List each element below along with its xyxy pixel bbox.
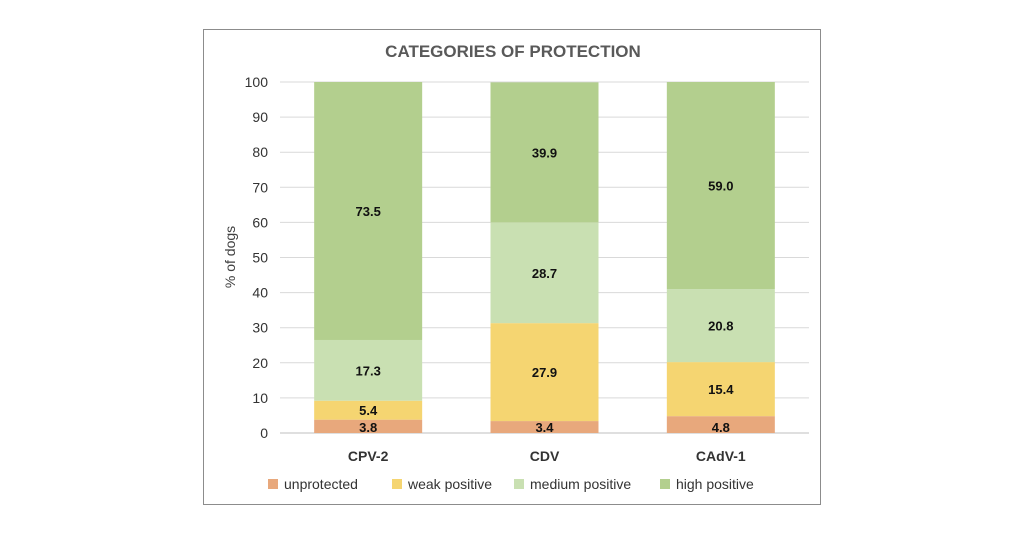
stacked-bar-chart: CATEGORIES OF PROTECTION % of dogs 0 10 20… xyxy=(222,42,809,492)
data-label: 27.9 xyxy=(532,365,557,380)
chart-title: CATEGORIES OF PROTECTION xyxy=(385,42,641,61)
legend-label: high positive xyxy=(676,476,754,492)
y-tick-label: 40 xyxy=(252,285,268,301)
category-label: CPV-2 xyxy=(348,448,389,464)
bars xyxy=(314,82,775,433)
bar-segment xyxy=(666,82,775,290)
data-label: 28.7 xyxy=(532,266,557,281)
y-tick-label: 10 xyxy=(252,390,268,406)
data-label: 73.5 xyxy=(356,204,381,219)
legend: unprotected weak positive medium positive h… xyxy=(268,476,754,492)
y-axis-label: % of dogs xyxy=(222,226,238,288)
data-label: 59.0 xyxy=(708,179,733,194)
y-tick-label: 100 xyxy=(245,74,269,90)
y-tick-labels: 0 10 20 30 40 50 60 70 80 90 100 xyxy=(245,74,269,441)
bar-segment xyxy=(666,416,775,433)
category-label: CDV xyxy=(530,448,560,464)
bar-segment xyxy=(314,339,423,401)
category-label: CAdV-1 xyxy=(696,448,746,464)
y-tick-label: 90 xyxy=(252,109,268,125)
legend-swatch xyxy=(268,479,278,489)
legend-label: medium positive xyxy=(530,476,631,492)
data-label: 15.4 xyxy=(708,382,734,397)
data-label: 3.4 xyxy=(535,420,554,435)
y-tick-label: 0 xyxy=(260,425,268,441)
data-labels: 3.8 5.4 17.3 73.5 3.4 27.9 28.7 39.9 4.8 15.4 20.8… xyxy=(356,145,735,435)
data-label: 20.8 xyxy=(708,319,733,334)
category-labels: CPV-2 CDV CAdV-1 xyxy=(348,448,746,464)
bar-segment xyxy=(490,323,599,422)
legend-swatch xyxy=(392,479,402,489)
bar-segment xyxy=(314,82,423,340)
data-label: 5.4 xyxy=(359,403,378,418)
legend-label: weak positive xyxy=(407,476,492,492)
chart-frame: CATEGORIES OF PROTECTION % of dogs 0 10 20… xyxy=(203,29,821,505)
bar-segment xyxy=(490,222,599,324)
y-tick-label: 30 xyxy=(252,320,268,336)
data-label: 17.3 xyxy=(356,363,381,378)
y-tick-label: 60 xyxy=(252,214,268,230)
legend-swatch xyxy=(514,479,524,489)
bar-segment xyxy=(314,419,423,433)
data-label: 39.9 xyxy=(532,145,557,160)
y-tick-label: 50 xyxy=(252,250,268,266)
y-tick-label: 70 xyxy=(252,179,268,195)
legend-label: unprotected xyxy=(284,476,358,492)
legend-swatch xyxy=(660,479,670,489)
data-label: 4.8 xyxy=(712,420,730,435)
y-tick-label: 80 xyxy=(252,144,268,160)
data-label: 3.8 xyxy=(359,420,377,435)
bar-segment xyxy=(314,400,423,420)
y-tick-label: 20 xyxy=(252,355,268,371)
bar-segment xyxy=(490,421,599,433)
bar-segment xyxy=(490,82,599,223)
bar-segment xyxy=(666,362,775,417)
bar-segment xyxy=(666,289,775,363)
